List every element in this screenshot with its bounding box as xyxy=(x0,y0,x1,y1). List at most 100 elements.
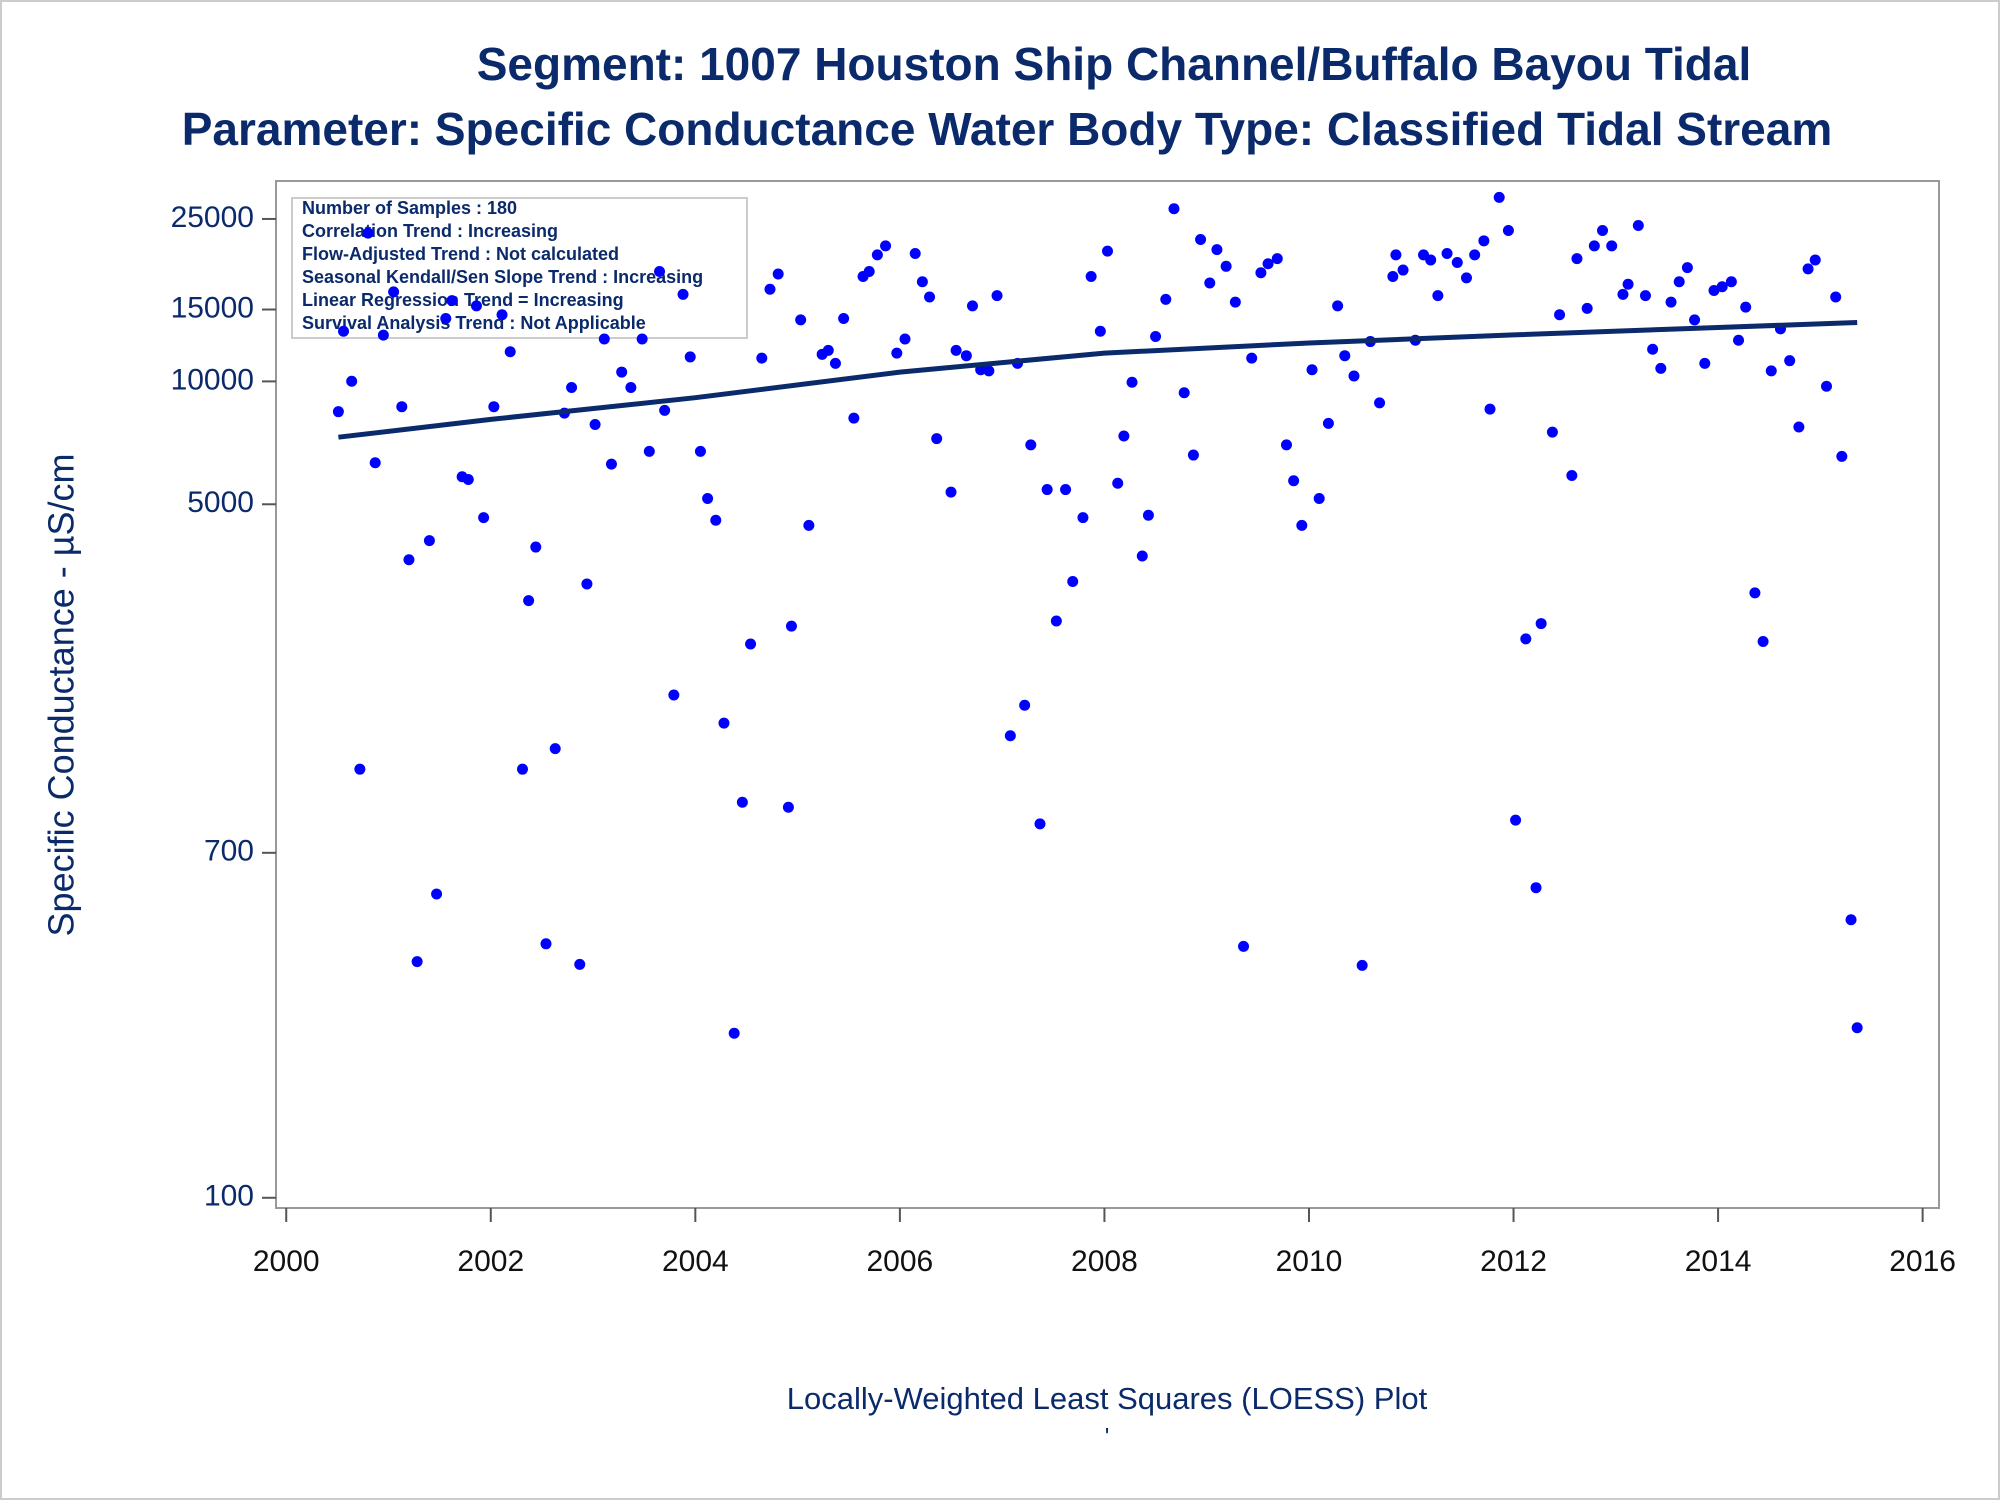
data-point xyxy=(1296,519,1308,531)
data-point xyxy=(636,333,648,345)
data-point xyxy=(1708,284,1720,296)
x-tick-label: 2016 xyxy=(1889,1245,1956,1278)
y-tick-label: 15000 xyxy=(171,291,254,324)
data-point xyxy=(1339,350,1351,362)
data-point xyxy=(566,382,578,394)
data-point xyxy=(388,286,400,298)
footer: Locally-Weighted Least Squares (LOESS) P… xyxy=(787,1381,1428,1416)
data-point xyxy=(605,458,617,470)
data-point xyxy=(1204,277,1216,289)
data-point xyxy=(863,265,875,277)
data-point xyxy=(1288,475,1300,487)
data-point xyxy=(1374,397,1386,409)
data-point xyxy=(960,350,972,362)
data-point xyxy=(1673,276,1685,288)
x-tick-label: 2008 xyxy=(1071,1245,1138,1278)
annotation: Correlation Trend : Increasing xyxy=(302,221,558,241)
data-point xyxy=(1262,258,1274,270)
data-point xyxy=(540,938,552,950)
data-point xyxy=(377,329,389,341)
data-point xyxy=(598,333,610,345)
data-point xyxy=(1484,403,1496,415)
data-point xyxy=(1566,470,1578,482)
data-point xyxy=(369,457,381,469)
data-point xyxy=(1647,343,1659,355)
x-tick-label: 2010 xyxy=(1276,1245,1343,1278)
data-point xyxy=(1077,512,1089,524)
data-point xyxy=(1168,203,1180,215)
data-point xyxy=(1740,301,1752,313)
data-point xyxy=(1571,253,1583,265)
data-point xyxy=(1793,421,1805,433)
data-point xyxy=(1178,387,1190,399)
data-point xyxy=(829,357,841,369)
data-point xyxy=(772,268,784,280)
data-point xyxy=(1050,615,1062,627)
data-point xyxy=(1733,334,1745,346)
plot-frame xyxy=(275,180,1940,1209)
data-point xyxy=(1845,914,1857,926)
x-tick-label: 2002 xyxy=(457,1245,524,1278)
data-point xyxy=(1390,249,1402,261)
annotation: Seasonal Kendall/Sen Slope Trend : Incre… xyxy=(302,267,703,287)
data-point xyxy=(1851,1022,1863,1034)
data-point xyxy=(1102,245,1113,257)
data-point xyxy=(848,412,860,424)
data-point xyxy=(396,401,408,413)
annotation: Flow-Adjusted Trend : Not calculated xyxy=(302,244,619,264)
data-point xyxy=(431,888,443,900)
data-point xyxy=(1820,380,1832,392)
data-point xyxy=(1150,331,1162,343)
data-point xyxy=(945,486,957,498)
data-point xyxy=(574,958,586,970)
chart-subtitle: Parameter: Specific Conductance Water Bo… xyxy=(182,103,1833,155)
data-point xyxy=(991,290,1003,302)
data-point xyxy=(470,300,482,312)
data-point xyxy=(1520,633,1532,645)
data-point xyxy=(1699,357,1711,369)
data-point xyxy=(1004,730,1016,742)
x-tick-label: 2006 xyxy=(867,1245,934,1278)
data-point xyxy=(516,763,528,775)
data-point xyxy=(1546,426,1558,438)
data-point xyxy=(1220,260,1232,272)
data-point xyxy=(549,743,561,755)
y-tick-label: 5000 xyxy=(187,486,254,519)
data-point xyxy=(362,227,374,239)
data-point xyxy=(1460,272,1472,284)
data-point xyxy=(838,312,850,324)
data-point xyxy=(1535,618,1547,630)
data-point xyxy=(1229,296,1241,308)
data-point xyxy=(589,419,601,431)
data-point xyxy=(1118,430,1130,442)
data-point xyxy=(1655,362,1667,374)
data-point xyxy=(899,333,911,345)
data-point xyxy=(1597,225,1609,237)
data-point xyxy=(1280,439,1292,451)
y-tick-label: 100 xyxy=(204,1180,254,1213)
data-point xyxy=(1757,635,1769,647)
data-point xyxy=(1246,352,1258,364)
annotation-box xyxy=(291,197,748,339)
data-point xyxy=(1211,244,1223,256)
data-point xyxy=(1765,365,1777,377)
data-point xyxy=(1025,439,1037,451)
data-point xyxy=(1397,264,1409,276)
data-point xyxy=(1034,818,1046,830)
data-point xyxy=(736,796,748,808)
data-point xyxy=(756,352,768,364)
footnote: ' xyxy=(1105,1423,1110,1450)
data-point xyxy=(332,406,344,418)
data-point xyxy=(423,535,435,547)
data-point xyxy=(1441,248,1453,260)
data-point xyxy=(478,512,490,524)
data-point xyxy=(1348,370,1360,382)
data-point xyxy=(1588,240,1600,252)
data-point xyxy=(1195,233,1207,245)
data-point xyxy=(346,375,358,387)
data-point xyxy=(1387,271,1399,283)
data-point xyxy=(702,493,714,505)
